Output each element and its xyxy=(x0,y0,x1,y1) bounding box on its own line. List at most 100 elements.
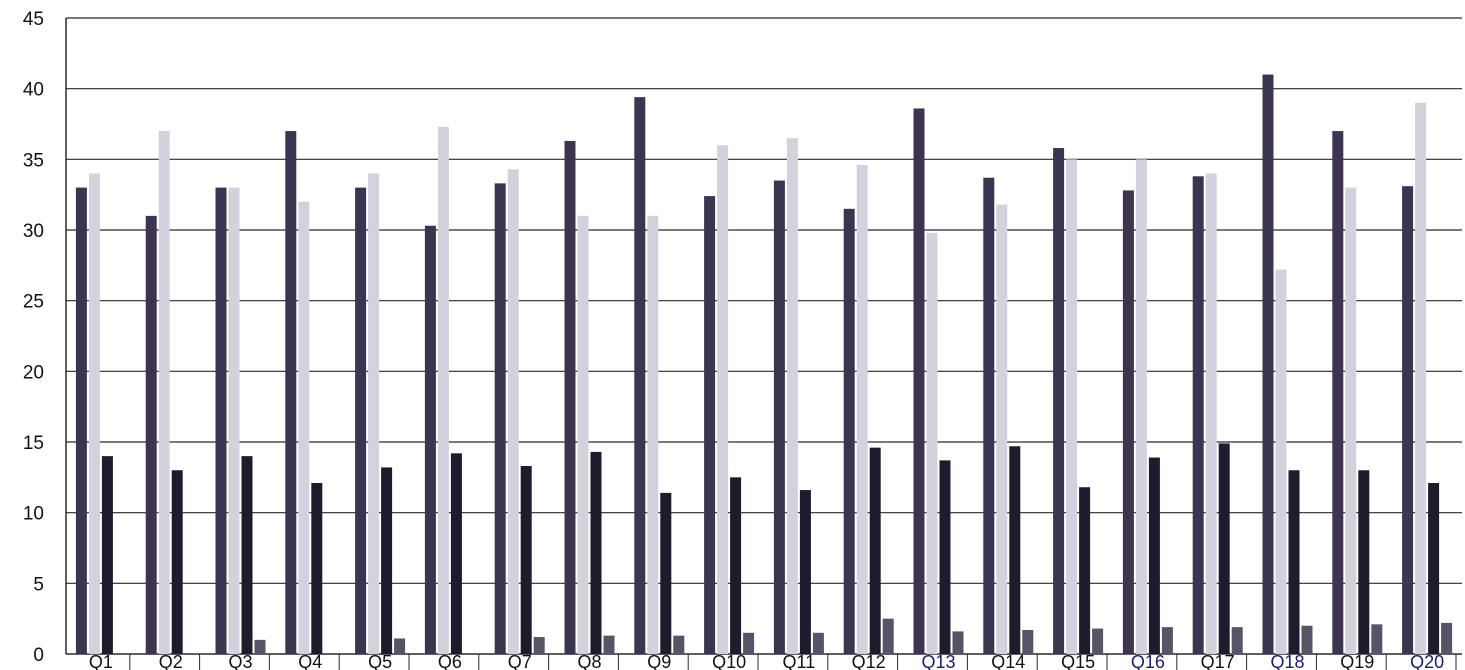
y-tick-label: 45 xyxy=(23,9,44,30)
bar xyxy=(75,187,87,654)
bar xyxy=(1218,443,1230,654)
y-tick-label: 40 xyxy=(23,80,44,101)
x-category-label: Q15 xyxy=(1061,652,1095,670)
bar xyxy=(730,477,742,654)
bar xyxy=(215,187,227,654)
bar xyxy=(285,131,297,655)
bar xyxy=(1148,457,1160,654)
bar xyxy=(88,173,100,654)
y-tick-label: 30 xyxy=(23,221,44,242)
bar xyxy=(603,635,615,654)
bar xyxy=(158,131,170,655)
bar xyxy=(1192,176,1204,654)
x-category-label: Q3 xyxy=(228,652,252,670)
x-category-label: Q8 xyxy=(577,652,601,670)
bar xyxy=(786,138,798,655)
bar xyxy=(1332,131,1344,655)
y-tick-label: 0 xyxy=(33,645,44,666)
x-category-label: Q13 xyxy=(921,652,955,670)
bar xyxy=(996,204,1008,654)
x-category-label: Q17 xyxy=(1201,652,1235,670)
bar xyxy=(926,232,938,654)
bar xyxy=(983,177,995,654)
bar xyxy=(673,635,685,654)
bar xyxy=(1079,487,1091,654)
y-tick-label: 35 xyxy=(23,150,44,171)
bar xyxy=(1022,629,1034,654)
bar xyxy=(1135,159,1147,655)
bar xyxy=(1428,482,1440,654)
bar xyxy=(799,490,811,654)
bar xyxy=(1345,187,1357,654)
bar xyxy=(228,187,240,654)
y-tick-label: 10 xyxy=(23,504,44,525)
x-category-label: Q16 xyxy=(1131,652,1165,670)
bar xyxy=(913,108,925,655)
bar xyxy=(1262,74,1274,655)
bar xyxy=(450,453,462,654)
x-category-label: Q1 xyxy=(89,652,113,670)
bar xyxy=(869,447,881,654)
bar xyxy=(1371,624,1383,654)
bar xyxy=(743,632,755,654)
bar xyxy=(856,164,868,654)
bar xyxy=(254,639,266,654)
bar xyxy=(1092,628,1104,654)
bar xyxy=(1275,269,1287,654)
bar xyxy=(1288,470,1300,654)
bar xyxy=(812,632,824,654)
bar xyxy=(533,637,545,654)
bar xyxy=(564,140,576,654)
bar xyxy=(437,126,449,655)
bar xyxy=(368,173,380,654)
bar xyxy=(355,187,367,654)
bar xyxy=(952,631,964,654)
bar xyxy=(1231,627,1243,654)
y-tick-label: 25 xyxy=(23,292,44,313)
bar xyxy=(394,638,406,654)
y-tick-label: 15 xyxy=(23,433,44,454)
bar xyxy=(660,492,672,654)
bar xyxy=(704,196,716,654)
bar xyxy=(939,460,951,654)
bar xyxy=(381,467,393,654)
bar xyxy=(590,451,602,654)
bar xyxy=(1205,173,1217,654)
bar xyxy=(647,215,659,654)
bar xyxy=(145,215,157,654)
bar xyxy=(311,482,323,654)
x-category-label: Q6 xyxy=(438,652,462,670)
x-category-label: Q14 xyxy=(991,652,1025,670)
bar xyxy=(494,183,506,655)
bar xyxy=(424,225,436,654)
x-category-label: Q7 xyxy=(508,652,532,670)
y-tick-label: 5 xyxy=(33,574,44,595)
x-category-label: Q12 xyxy=(852,652,886,670)
bar xyxy=(1122,190,1134,654)
bar xyxy=(1066,159,1078,655)
y-tick-label: 20 xyxy=(23,362,44,383)
bar xyxy=(171,470,183,654)
bar xyxy=(520,466,532,654)
bar xyxy=(1301,625,1313,654)
bar xyxy=(882,618,894,654)
x-category-label: Q20 xyxy=(1410,652,1444,670)
x-category-label: Q4 xyxy=(298,652,322,670)
x-category-label: Q10 xyxy=(712,652,746,670)
x-category-label: Q11 xyxy=(783,652,816,670)
bar xyxy=(1053,148,1065,654)
x-category-label: Q19 xyxy=(1340,652,1374,670)
bar xyxy=(298,201,310,654)
bar xyxy=(1009,446,1021,654)
x-category-label: Q18 xyxy=(1270,652,1304,670)
bar xyxy=(1441,622,1453,654)
bar xyxy=(1415,102,1427,655)
x-category-label: Q2 xyxy=(159,652,183,670)
bar xyxy=(1161,627,1173,654)
bar xyxy=(1402,186,1414,655)
x-category-label: Q9 xyxy=(647,652,671,670)
bar xyxy=(843,208,855,655)
bar xyxy=(241,456,253,654)
